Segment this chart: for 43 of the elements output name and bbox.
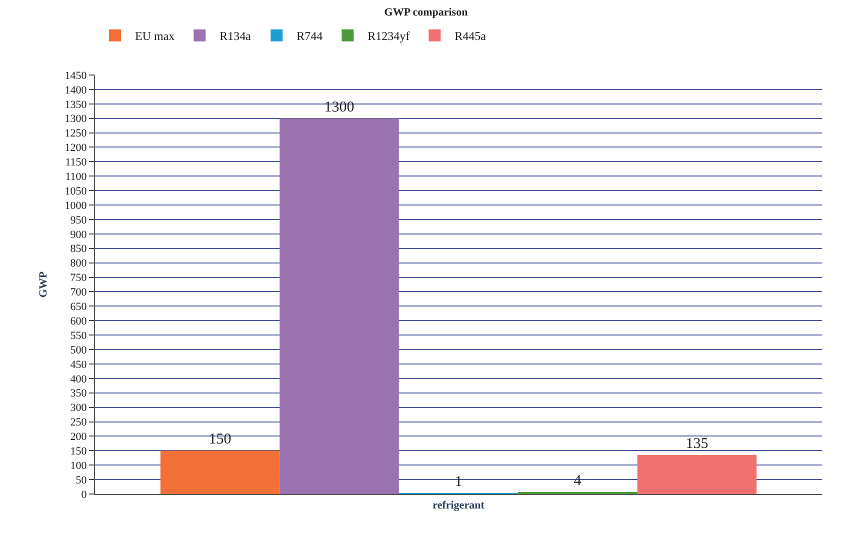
y-tick-label: 650 bbox=[70, 301, 88, 314]
y-tick-label: 900 bbox=[70, 228, 88, 241]
y-tick-label: 1050 bbox=[64, 185, 88, 198]
y-tick-label: 350 bbox=[70, 388, 88, 400]
y-tick-label: 400 bbox=[70, 373, 88, 386]
y-tick-label: 300 bbox=[70, 402, 88, 414]
y-tick-label: 50 bbox=[76, 474, 88, 486]
y-tick-label: 1200 bbox=[64, 142, 88, 154]
y-tick-label: 1100 bbox=[65, 170, 88, 183]
legend-label: R744 bbox=[296, 29, 323, 44]
chart-title: GWP comparison bbox=[384, 6, 468, 19]
data-label: 135 bbox=[686, 436, 708, 452]
bar bbox=[637, 454, 757, 494]
data-label: 150 bbox=[208, 432, 232, 448]
y-tick-label: 800 bbox=[70, 258, 88, 270]
y-tick-label: 700 bbox=[70, 286, 88, 299]
y-tick-label: 600 bbox=[70, 315, 88, 328]
bar bbox=[280, 118, 399, 494]
y-tick-label: 950 bbox=[70, 214, 88, 226]
y-axis-title: GWP bbox=[37, 271, 50, 298]
y-tick-label: 1250 bbox=[64, 128, 88, 140]
y-tick-label: 150 bbox=[70, 446, 88, 458]
y-tick-label: 1350 bbox=[64, 98, 88, 111]
y-tick-label: 1450 bbox=[64, 70, 88, 82]
y-tick-label: 1400 bbox=[64, 84, 88, 96]
y-tick-label: 500 bbox=[70, 344, 88, 356]
legend-label: EU max bbox=[135, 29, 175, 44]
y-tick-label: 850 bbox=[70, 243, 88, 256]
y-tick-label: 1000 bbox=[64, 200, 88, 212]
y-tick-label: 750 bbox=[70, 272, 88, 284]
y-tick-label: 200 bbox=[70, 431, 88, 444]
x-axis-title: refrigerant bbox=[432, 500, 485, 512]
legend-label: R1234yf bbox=[368, 29, 410, 44]
y-tick-label: 1300 bbox=[64, 113, 88, 126]
y-tick-label: 250 bbox=[70, 416, 88, 429]
y-tick-label: 100 bbox=[70, 460, 88, 472]
bar bbox=[160, 450, 280, 494]
y-tick-label: 1150 bbox=[65, 156, 88, 169]
legend-label: R445a bbox=[454, 29, 487, 44]
y-tick-label: 0 bbox=[81, 488, 88, 501]
y-tick-label: 450 bbox=[70, 358, 88, 371]
y-tick-label: 550 bbox=[70, 330, 88, 342]
legend-label: R134a bbox=[220, 29, 252, 44]
